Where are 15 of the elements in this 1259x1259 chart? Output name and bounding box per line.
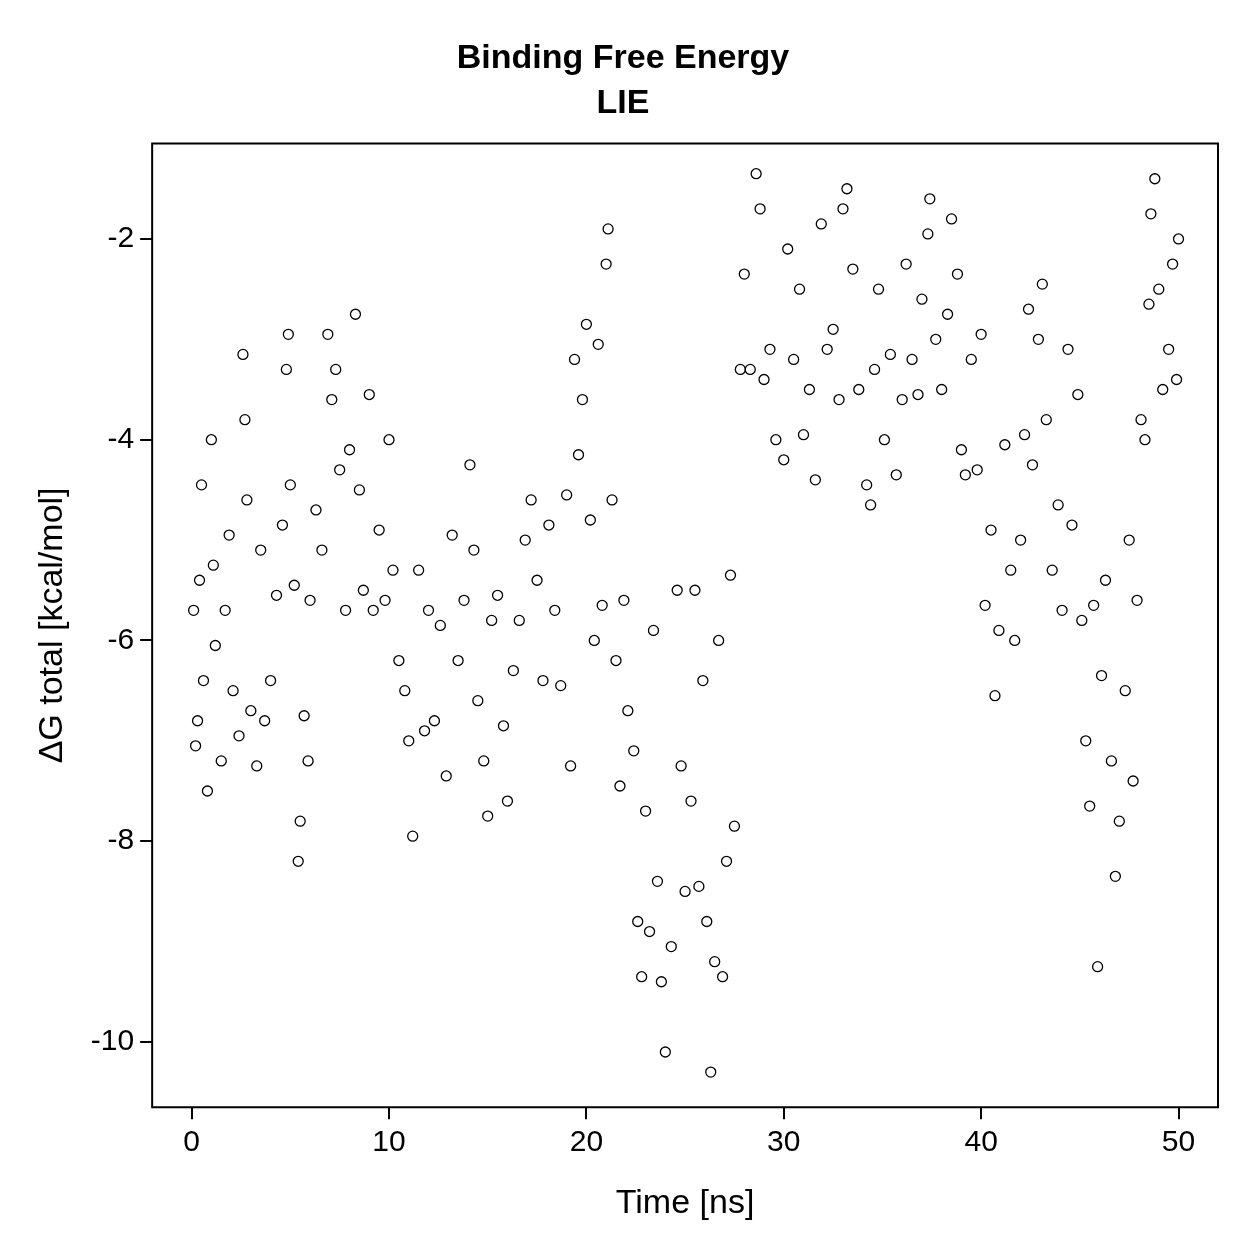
x-tick-label: 20 (569, 1124, 604, 1158)
x-tick-label: 30 (767, 1124, 801, 1158)
y-tick-label: -10 (90, 1023, 135, 1057)
y-tick-label: -8 (107, 822, 135, 856)
y-tick-label: -2 (107, 220, 135, 254)
x-axis-title: Time [ns] (615, 1181, 755, 1220)
y-tick-label: -4 (107, 420, 135, 454)
chart-title: Binding Free Energy (456, 36, 790, 75)
x-tick-label: 50 (1161, 1124, 1196, 1158)
x-tick-label: 40 (964, 1124, 998, 1158)
x-tick-label: 0 (183, 1124, 200, 1158)
x-tick-label: 10 (372, 1124, 406, 1158)
y-axis-title: ΔG total [kcal/mol] (30, 487, 69, 764)
chart-subtitle: LIE (596, 81, 650, 120)
y-tick-label: -6 (107, 621, 135, 655)
